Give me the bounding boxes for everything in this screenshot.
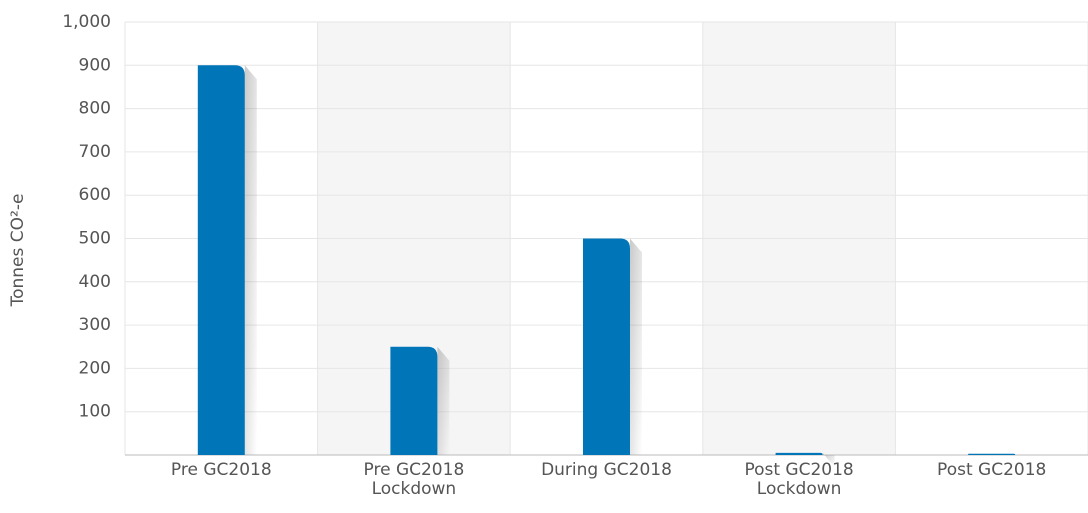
y-tick-label: 700 — [79, 142, 111, 162]
bar-shadow — [630, 238, 642, 455]
bar — [968, 453, 1016, 455]
bar-shadow — [437, 346, 450, 455]
x-tick-label: Post GC2018 Lockdown — [744, 460, 854, 499]
x-tick-label: Pre GC2018 Lockdown — [363, 460, 465, 499]
y-tick-label: 400 — [79, 272, 111, 292]
x-tick-label: During GC2018 — [541, 460, 672, 480]
bar — [390, 346, 438, 455]
x-tick-label: Pre GC2018 — [170, 460, 272, 480]
y-tick-label: 900 — [79, 55, 111, 75]
bar — [583, 238, 630, 455]
y-tick-label: 1,000 — [62, 12, 111, 32]
x-tick-label: Post GC2018 — [937, 460, 1047, 480]
y-tick-label: 800 — [79, 99, 111, 119]
y-tick-label: 100 — [79, 402, 111, 422]
y-tick-label: 500 — [79, 229, 111, 249]
y-tick-label: 200 — [79, 358, 111, 378]
bar — [775, 452, 823, 455]
bar-shadow — [822, 452, 835, 467]
y-tick-label: 300 — [79, 315, 111, 335]
bar — [197, 65, 245, 456]
bar-shadow — [244, 65, 257, 456]
y-tick-label: 600 — [79, 185, 111, 205]
y-axis-label: Tonnes CO²-e — [8, 194, 28, 308]
